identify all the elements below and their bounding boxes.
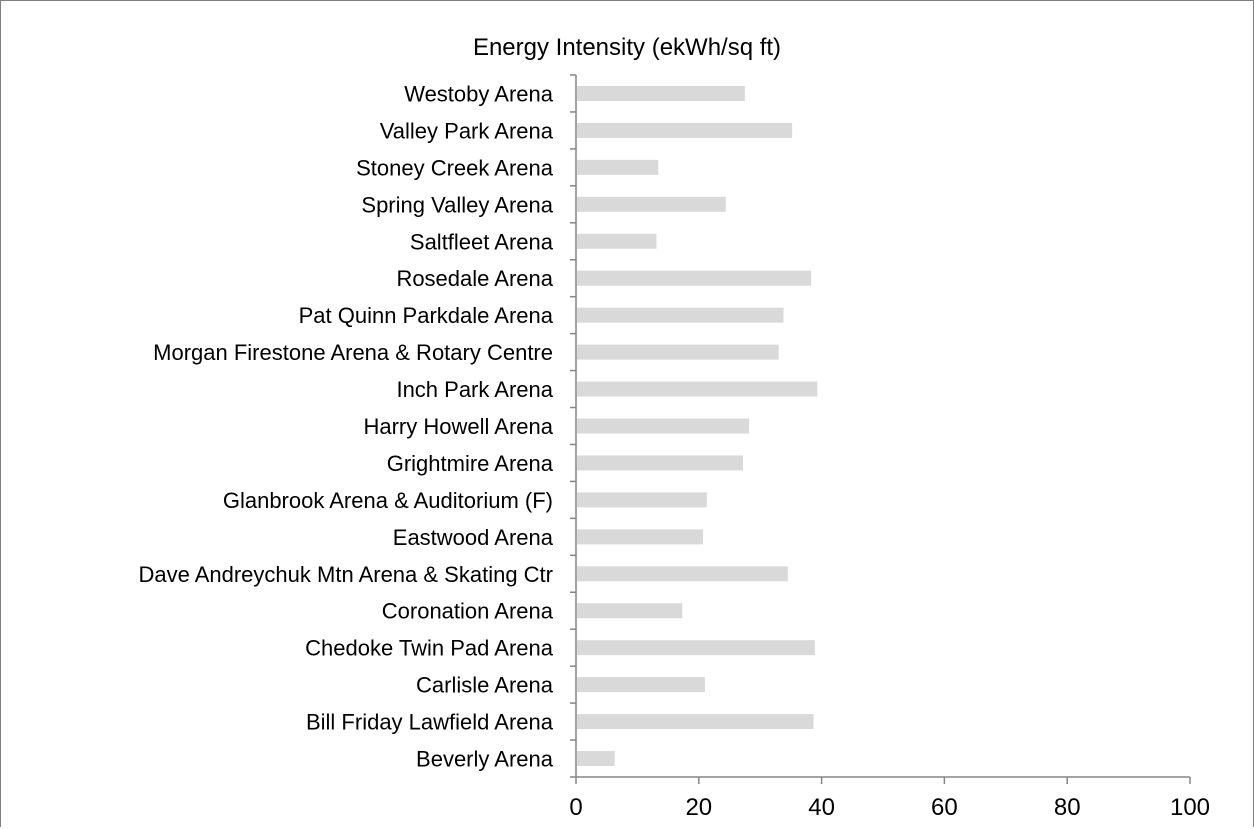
bar-5 — [577, 270, 812, 286]
category-label: Saltfleet Arena — [410, 229, 554, 254]
x-tick-label: 100 — [1170, 794, 1210, 821]
x-tick-label: 0 — [569, 794, 582, 821]
category-label: Eastwood Arena — [393, 525, 554, 550]
axes-group — [570, 74, 1191, 784]
category-label: Harry Howell Arena — [363, 414, 553, 439]
category-label: Valley Park Arena — [380, 118, 554, 143]
bar-2 — [577, 159, 659, 175]
chart-title: Energy Intensity (ekWh/sq ft) — [473, 34, 781, 61]
x-tick-labels: 0 20 40 60 80 100 — [569, 794, 1210, 821]
bar-4 — [577, 233, 657, 249]
bar-18 — [577, 751, 615, 767]
category-label: Stoney Creek Arena — [356, 155, 554, 180]
category-label: Inch Park Arena — [396, 377, 553, 402]
x-tick-label: 60 — [931, 794, 958, 821]
category-label: Rosedale Arena — [396, 266, 553, 291]
x-tick-label: 40 — [808, 794, 835, 821]
x-tick-label: 80 — [1054, 794, 1081, 821]
category-label: Morgan Firestone Arena & Rotary Centre — [153, 340, 553, 365]
category-label: Spring Valley Arena — [361, 192, 553, 217]
bar-15 — [577, 640, 815, 656]
bar-0 — [577, 85, 745, 101]
category-label: Beverly Arena — [416, 747, 554, 772]
bar-11 — [577, 492, 707, 508]
bar-16 — [577, 677, 705, 693]
category-label: Pat Quinn Parkdale Arena — [299, 303, 554, 328]
category-label: Westoby Arena — [404, 81, 554, 106]
category-label: Carlisle Arena — [416, 673, 554, 698]
bar-10 — [577, 455, 744, 471]
bar-14 — [577, 603, 683, 619]
bars-group — [577, 85, 818, 767]
category-label: Coronation Arena — [382, 599, 554, 624]
bar-7 — [577, 344, 779, 360]
bar-12 — [577, 529, 704, 545]
bar-17 — [577, 714, 814, 730]
bar-8 — [577, 381, 818, 397]
category-labels: Westoby Arena Valley Park Arena Stoney Cre… — [138, 81, 553, 771]
bar-9 — [577, 418, 750, 434]
category-label: Chedoke Twin Pad Arena — [305, 636, 554, 661]
bar-1 — [577, 122, 793, 138]
bar-3 — [577, 196, 726, 212]
bar-6 — [577, 307, 784, 323]
category-label: Bill Friday Lawfield Arena — [306, 710, 554, 735]
category-label: Dave Andreychuk Mtn Arena & Skating Ctr — [138, 562, 553, 587]
bar-13 — [577, 566, 788, 582]
category-label: Glanbrook Arena & Auditorium (F) — [223, 488, 553, 513]
category-label: Grightmire Arena — [387, 451, 554, 476]
x-tick-label: 20 — [685, 794, 712, 821]
